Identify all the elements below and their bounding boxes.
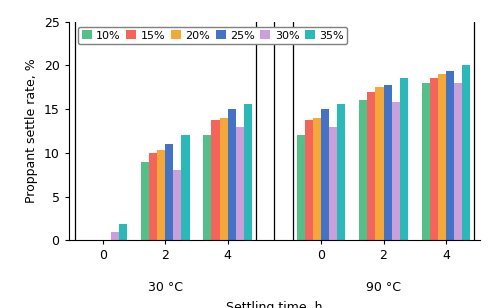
Text: 30 °C: 30 °C <box>148 281 183 294</box>
Bar <box>313 118 321 240</box>
Bar <box>400 79 408 240</box>
Bar <box>297 135 305 240</box>
Bar <box>384 85 392 240</box>
Bar <box>392 102 400 240</box>
Bar <box>329 127 338 240</box>
Bar <box>211 120 220 240</box>
Bar <box>236 127 244 240</box>
Bar <box>321 109 329 240</box>
Bar <box>220 118 228 240</box>
Text: 90 °C: 90 °C <box>366 281 401 294</box>
Bar <box>368 91 375 240</box>
Bar <box>149 153 157 240</box>
Y-axis label: Proppant settle rate, %: Proppant settle rate, % <box>25 59 38 203</box>
Bar <box>141 161 149 240</box>
Bar <box>228 109 236 240</box>
Bar <box>244 104 252 240</box>
Bar <box>157 150 165 240</box>
Bar <box>119 225 127 240</box>
X-axis label: Settling time, h: Settling time, h <box>226 301 322 308</box>
Bar <box>111 232 119 240</box>
Bar <box>203 135 211 240</box>
Bar <box>430 79 438 240</box>
Bar <box>173 170 181 240</box>
Bar <box>338 104 345 240</box>
Bar <box>165 144 173 240</box>
Bar <box>421 83 430 240</box>
Bar <box>462 65 470 240</box>
Bar <box>454 83 462 240</box>
Bar <box>305 120 313 240</box>
Bar <box>438 74 446 240</box>
Bar <box>181 135 190 240</box>
Bar <box>375 87 384 240</box>
Bar <box>446 71 454 240</box>
Legend: 10%, 15%, 20%, 25%, 30%, 35%: 10%, 15%, 20%, 25%, 30%, 35% <box>78 27 347 44</box>
Bar <box>359 100 368 240</box>
